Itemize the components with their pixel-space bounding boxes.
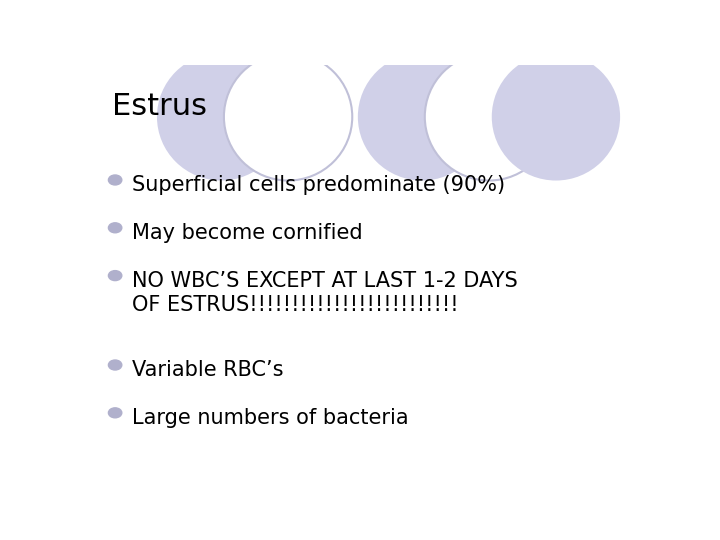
Text: May become cornified: May become cornified bbox=[132, 223, 362, 243]
Ellipse shape bbox=[492, 53, 620, 180]
Text: Superficial cells predominate (90%): Superficial cells predominate (90%) bbox=[132, 175, 505, 195]
Circle shape bbox=[109, 175, 122, 185]
Ellipse shape bbox=[157, 53, 285, 180]
Circle shape bbox=[109, 223, 122, 233]
Ellipse shape bbox=[358, 53, 486, 180]
Text: Large numbers of bacteria: Large numbers of bacteria bbox=[132, 408, 408, 428]
Circle shape bbox=[109, 271, 122, 281]
Ellipse shape bbox=[425, 53, 553, 180]
Circle shape bbox=[109, 408, 122, 418]
Text: Estrus: Estrus bbox=[112, 92, 207, 121]
Ellipse shape bbox=[224, 53, 352, 180]
Text: NO WBC’S EXCEPT AT LAST 1-2 DAYS
OF ESTRUS!!!!!!!!!!!!!!!!!!!!!!!!!: NO WBC’S EXCEPT AT LAST 1-2 DAYS OF ESTR… bbox=[132, 271, 518, 315]
Circle shape bbox=[109, 360, 122, 370]
Text: Variable RBC’s: Variable RBC’s bbox=[132, 360, 284, 380]
